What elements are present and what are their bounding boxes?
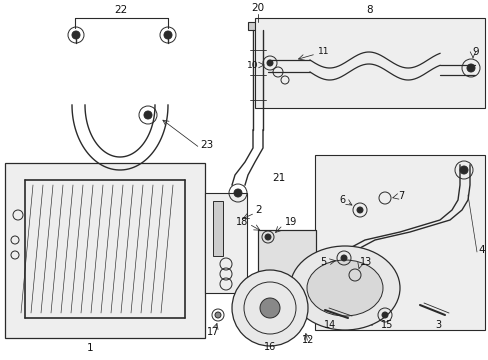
Text: 10: 10 <box>246 60 258 69</box>
Text: 19: 19 <box>285 217 297 227</box>
Text: 14: 14 <box>323 320 335 330</box>
Circle shape <box>234 189 242 197</box>
Text: 12: 12 <box>301 335 314 345</box>
Text: 2: 2 <box>254 205 261 215</box>
Text: 20: 20 <box>251 3 264 13</box>
Circle shape <box>266 60 272 66</box>
Bar <box>258 230 315 282</box>
Text: 22: 22 <box>114 5 127 15</box>
Ellipse shape <box>306 260 382 316</box>
Text: 8: 8 <box>366 5 372 15</box>
Text: 11: 11 <box>317 48 329 57</box>
Circle shape <box>143 111 152 119</box>
Circle shape <box>459 166 467 174</box>
Text: 6: 6 <box>338 195 345 205</box>
Text: 16: 16 <box>264 342 276 352</box>
Text: 1: 1 <box>86 343 93 353</box>
Text: 5: 5 <box>319 257 325 267</box>
Text: 23: 23 <box>200 140 213 150</box>
Circle shape <box>356 207 362 213</box>
Circle shape <box>215 312 221 318</box>
Bar <box>204 193 246 293</box>
Circle shape <box>340 255 346 261</box>
Text: 15: 15 <box>380 320 392 330</box>
Text: 7: 7 <box>397 191 404 201</box>
Bar <box>258 230 315 282</box>
Circle shape <box>264 234 270 240</box>
Text: 13: 13 <box>359 257 371 267</box>
Text: 3: 3 <box>434 320 440 330</box>
Ellipse shape <box>289 246 399 330</box>
Text: 21: 21 <box>271 173 285 183</box>
Text: 18: 18 <box>235 217 247 227</box>
Ellipse shape <box>231 270 307 346</box>
Circle shape <box>72 31 80 39</box>
Text: 4: 4 <box>477 245 484 255</box>
Bar <box>213 201 223 256</box>
Bar <box>254 18 484 108</box>
Bar <box>5 163 204 338</box>
Text: 9: 9 <box>471 47 478 57</box>
Ellipse shape <box>260 298 280 318</box>
Circle shape <box>163 31 172 39</box>
Circle shape <box>466 64 474 72</box>
Text: 17: 17 <box>206 327 219 337</box>
Circle shape <box>381 312 387 318</box>
Bar <box>247 22 267 30</box>
Bar <box>314 155 484 330</box>
